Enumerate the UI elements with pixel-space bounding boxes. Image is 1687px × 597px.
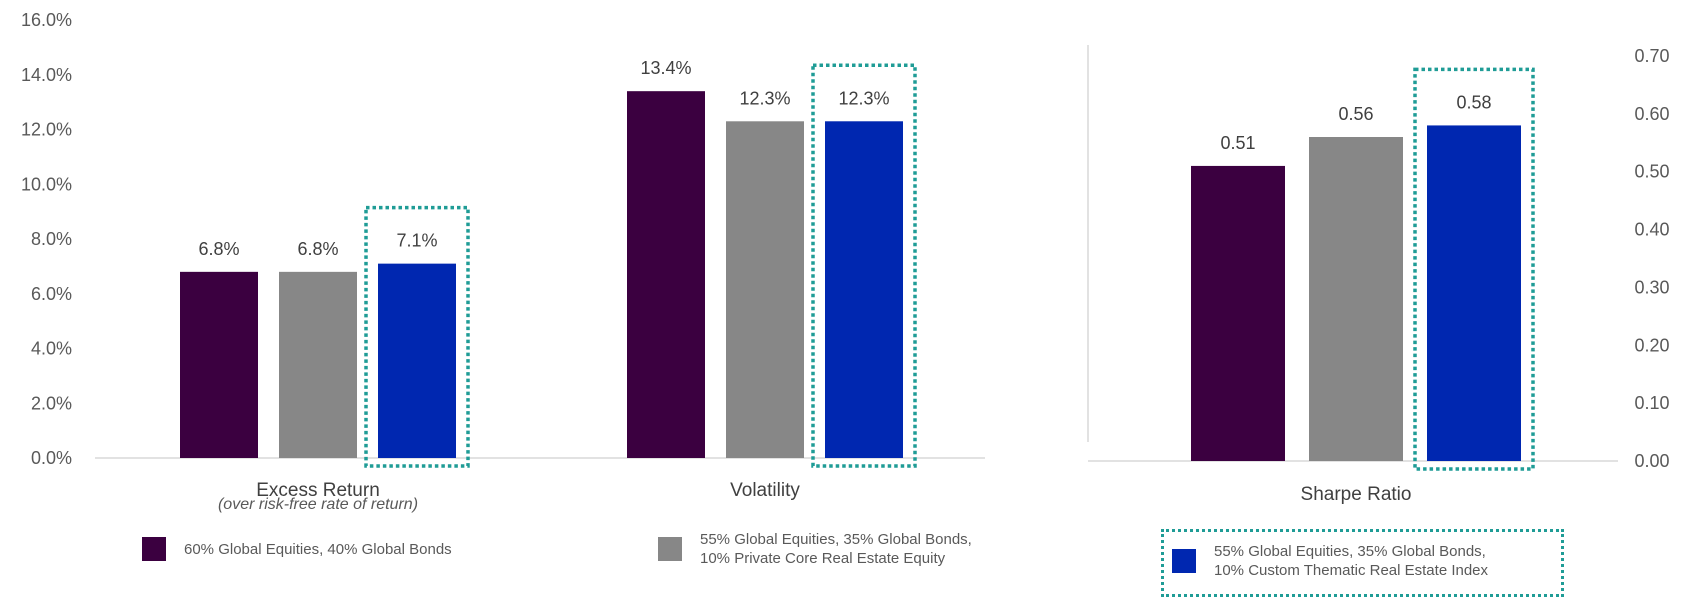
data-label: 0.58 — [1456, 92, 1491, 112]
y-tick-label-left: 8.0% — [31, 229, 72, 249]
legend-swatch-blue — [1172, 549, 1196, 573]
bar-right-0-0 — [1191, 165, 1285, 461]
bar-left-0-0 — [180, 271, 258, 458]
category-note: (over risk-free rate of return) — [218, 496, 418, 513]
y-tick-label-right: 0.30 — [1634, 277, 1669, 297]
category-label: Volatility — [730, 480, 800, 501]
y-tick-label-right: 0.60 — [1634, 104, 1669, 124]
y-tick-label-right: 0.70 — [1634, 46, 1669, 66]
y-tick-label-right: 0.50 — [1634, 162, 1669, 182]
bar-left-0-2 — [378, 263, 456, 458]
data-label: 6.8% — [198, 239, 239, 259]
bar-right-0-2 — [1427, 125, 1521, 461]
y-tick-label-left: 2.0% — [31, 393, 72, 413]
bar-left-0-1 — [279, 271, 357, 458]
y-tick-label-left: 6.0% — [31, 284, 72, 304]
category-label: Sharpe Ratio — [1301, 484, 1412, 505]
legend-item-custom-thematic: 55% Global Equities, 35% Global Bonds, 1… — [1172, 542, 1488, 580]
bar-left-1-1 — [726, 121, 804, 458]
data-label: 7.1% — [396, 231, 437, 251]
y-tick-label-left: 12.0% — [21, 120, 72, 140]
data-label: 0.51 — [1220, 133, 1255, 153]
category-label: Excess Return — [256, 480, 380, 501]
y-tick-label-right: 0.10 — [1634, 393, 1669, 413]
data-label: 12.3% — [838, 88, 889, 108]
y-tick-label-left: 4.0% — [31, 339, 72, 359]
legend-swatch-purple — [142, 537, 166, 561]
data-label: 13.4% — [640, 58, 691, 78]
legend-swatch-gray — [658, 537, 682, 561]
y-tick-label-right: 0.40 — [1634, 220, 1669, 240]
highlight-box-left-0 — [364, 205, 470, 468]
legend-label: 60% Global Equities, 40% Global Bonds — [184, 540, 452, 558]
legend-label: 55% Global Equities, 35% Global Bonds, 1… — [700, 531, 972, 567]
data-label: 6.8% — [297, 239, 338, 259]
y-tick-label-left: 14.0% — [21, 65, 72, 85]
y-tick-label-left: 16.0% — [21, 10, 72, 30]
legend-item-private-core: 55% Global Equities, 35% Global Bonds, 1… — [658, 530, 972, 568]
y-tick-label-left: 0.0% — [31, 448, 72, 468]
legend-label: 55% Global Equities, 35% Global Bonds, 1… — [1214, 543, 1489, 579]
data-label: 12.3% — [739, 88, 790, 108]
data-label: 0.56 — [1338, 104, 1373, 124]
y-tick-label-left: 10.0% — [21, 174, 72, 194]
highlight-box-right-0 — [1413, 67, 1535, 471]
legend-item-60-40: 60% Global Equities, 40% Global Bonds — [142, 537, 452, 561]
y-tick-label-right: 0.00 — [1634, 451, 1669, 471]
bar-right-0-1 — [1309, 137, 1403, 461]
bar-left-1-2 — [825, 121, 903, 458]
highlight-box-left-1 — [811, 63, 917, 468]
bar-left-1-0 — [627, 91, 705, 459]
y-tick-label-right: 0.20 — [1634, 335, 1669, 355]
